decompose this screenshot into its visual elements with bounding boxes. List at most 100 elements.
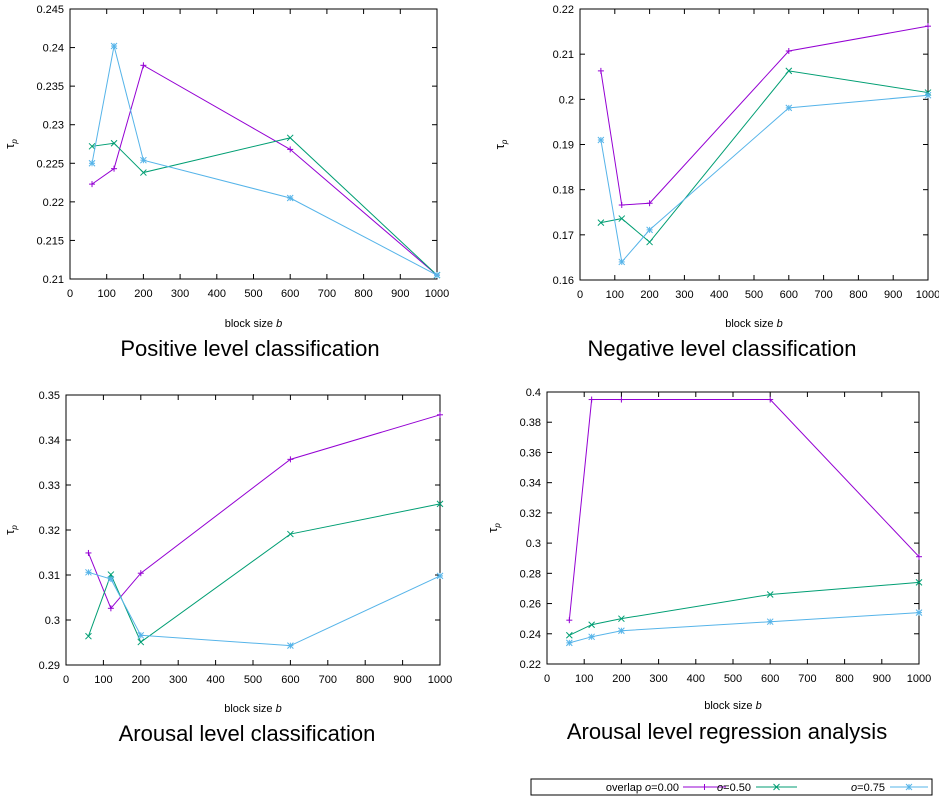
y-tick-label: 0.31 — [39, 570, 60, 582]
data-point — [925, 23, 931, 30]
legend-entry-o075: o=0.75 — [851, 782, 928, 794]
y-axis-label-symbol: τ — [2, 529, 17, 535]
y-tick-label: 0.34 — [39, 435, 60, 447]
x-tick-label: 1000 — [428, 674, 452, 686]
data-point — [565, 631, 573, 639]
x-tick-label: 100 — [575, 673, 593, 685]
y-tick-label: 0.22 — [520, 659, 541, 671]
legend-label-var: o — [645, 782, 651, 794]
data-point — [88, 142, 96, 150]
x-axis-label: block size b — [704, 700, 761, 712]
data-point — [286, 134, 294, 142]
series-o050 — [565, 579, 923, 639]
chart-panel-2: 0 100 200 300 400 500 600 700 800 900 1000 0.16 0.17… — [492, 4, 939, 361]
data-point — [646, 200, 653, 207]
data-point — [588, 396, 595, 403]
series-o000 — [597, 23, 931, 209]
y-axis-label: τp — [2, 525, 19, 535]
x-tick-label: 200 — [612, 673, 630, 685]
legend: overlap o=0.00 o=0.50 o=0.75 — [530, 778, 933, 796]
series-o075 — [85, 568, 444, 650]
data-point — [588, 633, 595, 641]
series-o075 — [88, 42, 441, 279]
x-tick-label: 0 — [63, 674, 69, 686]
legend-label: o=0.75 — [851, 782, 885, 794]
x-tick-label: 700 — [814, 289, 832, 301]
data-point — [137, 570, 144, 577]
legend-label-prefix: overlap — [606, 782, 645, 794]
data-point — [766, 618, 774, 626]
series-o000 — [566, 396, 922, 624]
x-tick-label: 500 — [724, 673, 742, 685]
y-tick-label: 0.24 — [43, 43, 64, 55]
x-axis-label-text: block size — [225, 318, 276, 330]
y-tick-label: 0.26 — [520, 599, 541, 611]
x-tick-label: 1000 — [916, 289, 939, 301]
plot-frame — [546, 391, 920, 665]
series-line — [569, 581, 920, 636]
data-point — [597, 219, 605, 226]
x-tick-label: 800 — [849, 289, 867, 301]
data-point — [107, 605, 114, 612]
chart-panel-4: 0 100 200 300 400 500 600 700 800 900 1000 0.22 0.24… — [485, 387, 931, 744]
x-tick-label: 0 — [67, 288, 73, 300]
series-line — [600, 25, 929, 206]
x-tick-label: 500 — [244, 288, 262, 300]
data-point — [110, 139, 118, 147]
y-tick-label: 0.21 — [43, 274, 64, 286]
legend-box — [530, 778, 933, 796]
y-axis-label-symbol: τ — [485, 527, 500, 533]
y-axis-label-subscript: p — [10, 139, 19, 145]
data-point — [565, 639, 573, 647]
x-axis-label-var: b — [777, 318, 783, 330]
series-line — [600, 70, 929, 243]
y-tick-label: 0.21 — [553, 49, 574, 61]
y-tick-label: 0.22 — [43, 197, 64, 209]
x-tick-label: 800 — [356, 674, 374, 686]
x-axis-label-var: b — [756, 700, 762, 712]
y-tick-label: 0.3 — [526, 538, 541, 550]
x-tick-label: 700 — [318, 288, 336, 300]
x-axis-label: block size b — [224, 703, 281, 715]
data-point — [137, 631, 145, 639]
data-point — [915, 609, 923, 616]
y-tick-label: 0.22 — [553, 4, 574, 16]
data-point — [618, 615, 625, 623]
x-tick-label: 100 — [94, 674, 112, 686]
legend-label: overlap o=0.00 — [606, 782, 679, 794]
data-point — [437, 411, 443, 418]
x-tick-label: 800 — [354, 288, 372, 300]
x-tick-label: 200 — [134, 288, 152, 300]
x-tick-label: 300 — [169, 674, 187, 686]
data-point — [287, 146, 294, 153]
x-tick-label: 600 — [761, 673, 779, 685]
data-point — [85, 632, 92, 640]
data-point — [88, 159, 96, 167]
x-axis-label-var: b — [276, 318, 282, 330]
data-point — [566, 617, 573, 624]
y-tick-label: 0.28 — [520, 568, 541, 580]
data-point — [588, 621, 595, 629]
y-axis-label: τp — [485, 523, 502, 533]
x-tick-label: 700 — [319, 674, 337, 686]
series-o000 — [85, 411, 443, 612]
y-tick-label: 0.29 — [39, 660, 60, 672]
plot-frame — [69, 8, 438, 280]
x-tick-label: 400 — [208, 288, 226, 300]
y-tick-label: 0.32 — [39, 525, 60, 537]
y-tick-label: 0.4 — [526, 387, 541, 399]
y-tick-label: 0.24 — [520, 629, 541, 641]
y-tick-label: 0.19 — [553, 140, 574, 152]
x-tick-label: 200 — [132, 674, 150, 686]
x-tick-label: 900 — [393, 674, 411, 686]
x-axis-label-var: b — [276, 703, 282, 715]
data-point — [646, 238, 653, 246]
y-tick-label: 0.2 — [559, 94, 574, 106]
x-tick-label: 0 — [577, 289, 583, 301]
data-point — [287, 456, 294, 463]
x-tick-label: 600 — [281, 674, 299, 686]
data-point — [140, 62, 147, 69]
y-axis-label-symbol: τ — [492, 143, 507, 149]
x-tick-label: 800 — [835, 673, 853, 685]
x-tick-label: 100 — [98, 288, 116, 300]
